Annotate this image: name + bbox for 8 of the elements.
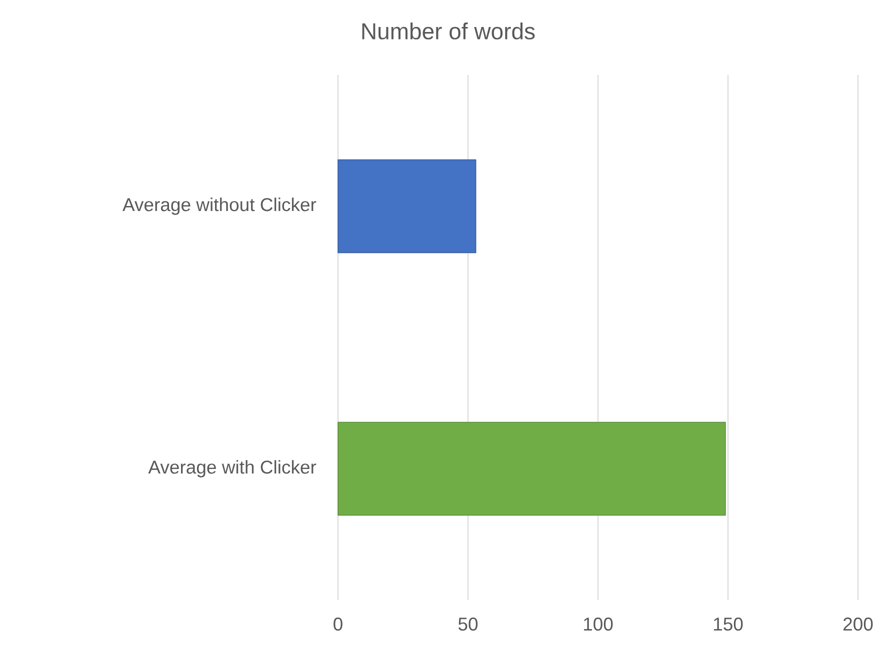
- chart-title: Number of words: [362, 22, 535, 40]
- x-tick-label: 200: [843, 618, 873, 631]
- y-tick-label: Average with Clicker: [148, 460, 316, 478]
- y-tick-label: Average without Clicker: [122, 198, 316, 215]
- x-tick-label: 100: [584, 618, 613, 631]
- x-tick-label: 50: [458, 618, 478, 631]
- x-tick-label: 0: [334, 618, 342, 631]
- x-tick-label: 150: [714, 618, 743, 631]
